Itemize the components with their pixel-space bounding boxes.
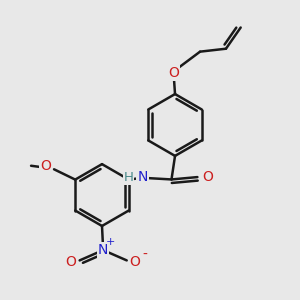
Text: N: N: [137, 170, 148, 184]
Text: O: O: [168, 66, 179, 80]
Text: O: O: [130, 255, 140, 269]
Text: +: +: [106, 237, 115, 247]
Text: O: O: [40, 159, 51, 173]
Text: N: N: [98, 243, 108, 257]
Text: -: -: [142, 248, 147, 262]
Text: H: H: [124, 171, 134, 184]
Text: O: O: [202, 170, 213, 184]
Text: O: O: [65, 255, 76, 269]
